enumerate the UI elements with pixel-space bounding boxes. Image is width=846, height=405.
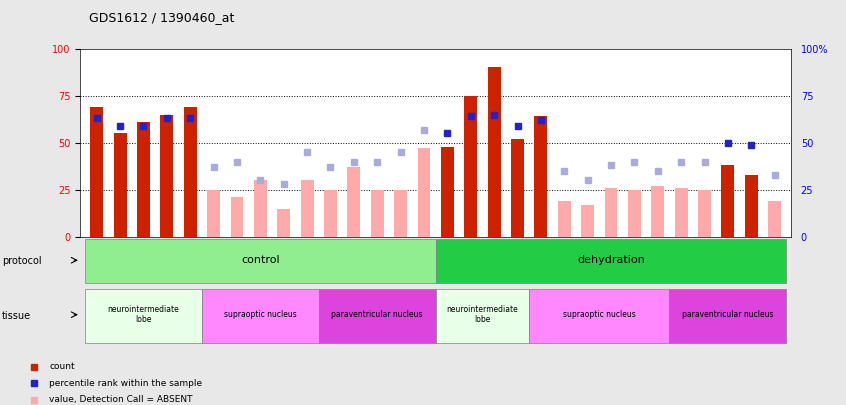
Bar [207, 190, 220, 237]
Text: value, Detection Call = ABSENT: value, Detection Call = ABSENT [49, 395, 193, 404]
Bar [85, 288, 202, 343]
Bar [91, 107, 103, 237]
Bar [202, 288, 319, 343]
Bar [85, 239, 436, 283]
Text: percentile rank within the sample: percentile rank within the sample [49, 379, 202, 388]
Bar [348, 167, 360, 237]
Bar [113, 133, 127, 237]
Bar [394, 190, 407, 237]
Bar [436, 288, 530, 343]
Text: neurointermediate
lobe: neurointermediate lobe [107, 305, 179, 324]
Text: control: control [241, 255, 280, 265]
Text: tissue: tissue [2, 311, 30, 321]
Bar [768, 201, 781, 237]
Bar [511, 139, 524, 237]
Text: supraoptic nucleus: supraoptic nucleus [563, 310, 635, 319]
Bar [277, 209, 290, 237]
Bar [558, 201, 571, 237]
Bar [605, 188, 618, 237]
Text: paraventricular nucleus: paraventricular nucleus [682, 310, 773, 319]
Text: dehydration: dehydration [577, 255, 645, 265]
Bar [441, 147, 453, 237]
Text: supraoptic nucleus: supraoptic nucleus [224, 310, 297, 319]
Bar [137, 122, 150, 237]
Bar [300, 181, 314, 237]
Bar [698, 190, 711, 237]
Bar [628, 190, 640, 237]
Bar [319, 288, 436, 343]
Bar [535, 116, 547, 237]
Bar [530, 288, 669, 343]
Text: GDS1612 / 1390460_at: GDS1612 / 1390460_at [89, 11, 234, 24]
Bar [371, 190, 384, 237]
Bar [669, 288, 786, 343]
Text: protocol: protocol [2, 256, 41, 266]
Bar [324, 190, 337, 237]
Bar [722, 165, 734, 237]
Bar [254, 181, 266, 237]
Bar [464, 96, 477, 237]
Bar [744, 175, 758, 237]
Bar [675, 188, 688, 237]
Bar [651, 186, 664, 237]
Text: paraventricular nucleus: paraventricular nucleus [332, 310, 423, 319]
Text: count: count [49, 362, 74, 371]
Bar [161, 115, 173, 237]
Bar [436, 239, 786, 283]
Bar [184, 107, 196, 237]
Bar [231, 197, 244, 237]
Text: neurointermediate
lobe: neurointermediate lobe [447, 305, 519, 324]
Bar [487, 67, 501, 237]
Bar [418, 148, 431, 237]
Bar [581, 205, 594, 237]
